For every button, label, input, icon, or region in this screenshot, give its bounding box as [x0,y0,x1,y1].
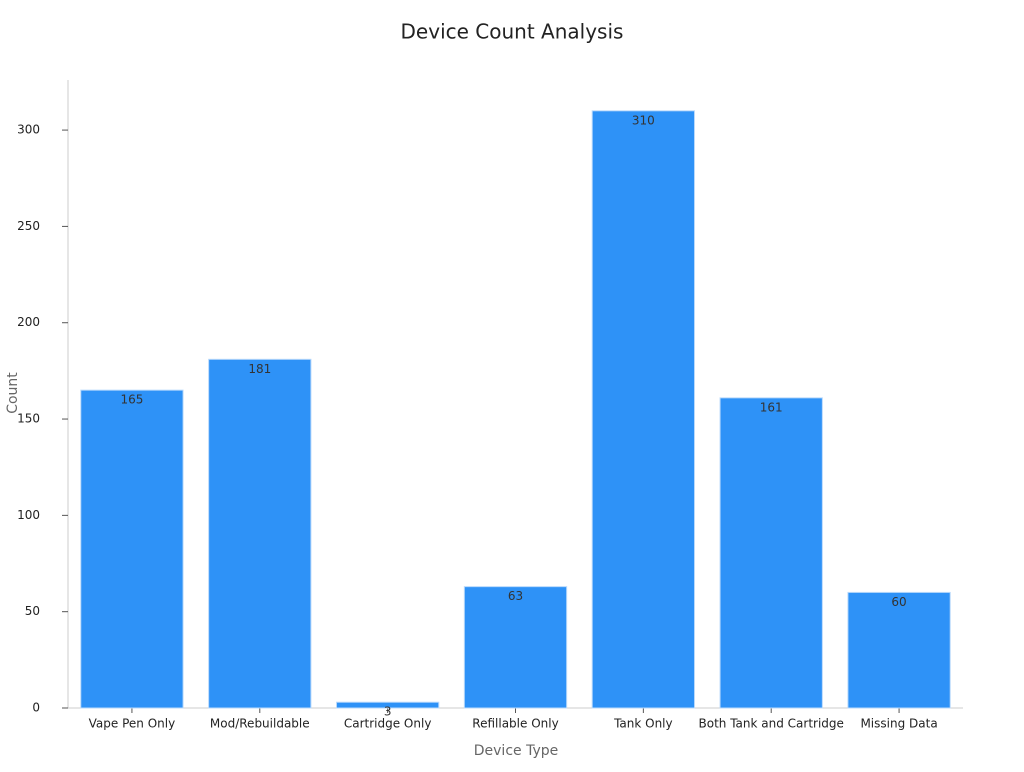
y-tick-label: 300 [17,123,40,137]
value-label: 310 [632,113,655,127]
bar [719,397,823,709]
value-label: 60 [891,595,906,609]
y-tick-label: 250 [17,219,40,233]
bar [208,358,312,709]
y-axis-label: Count [5,372,21,414]
value-label: 181 [248,362,271,376]
bar [463,586,568,709]
value-label: 63 [508,589,523,603]
x-tick-label: Vape Pen Only [89,717,176,731]
x-tick-label: Tank Only [613,717,673,731]
y-tick-label: 0 [32,701,40,715]
x-tick-label: Refillable Only [472,717,558,731]
x-tick-label: Mod/Rebuildable [210,717,310,731]
x-tick-label: Missing Data [860,717,937,731]
bar [336,701,440,709]
y-tick-label: 100 [17,508,40,522]
bar [847,591,951,709]
bar [80,389,184,709]
y-tick-label: 150 [17,412,40,426]
x-tick-label: Both Tank and Cartridge [699,717,844,731]
x-axis-label: Device Type [474,743,559,759]
value-label: 3 [384,705,392,719]
x-tick-label: Cartridge Only [344,717,432,731]
chart-title: Device Count Analysis [401,20,624,44]
value-label: 161 [760,400,783,414]
value-label: 165 [120,393,143,407]
bar [591,110,696,709]
y-tick-label: 200 [17,315,40,329]
y-tick-label: 50 [25,604,40,618]
